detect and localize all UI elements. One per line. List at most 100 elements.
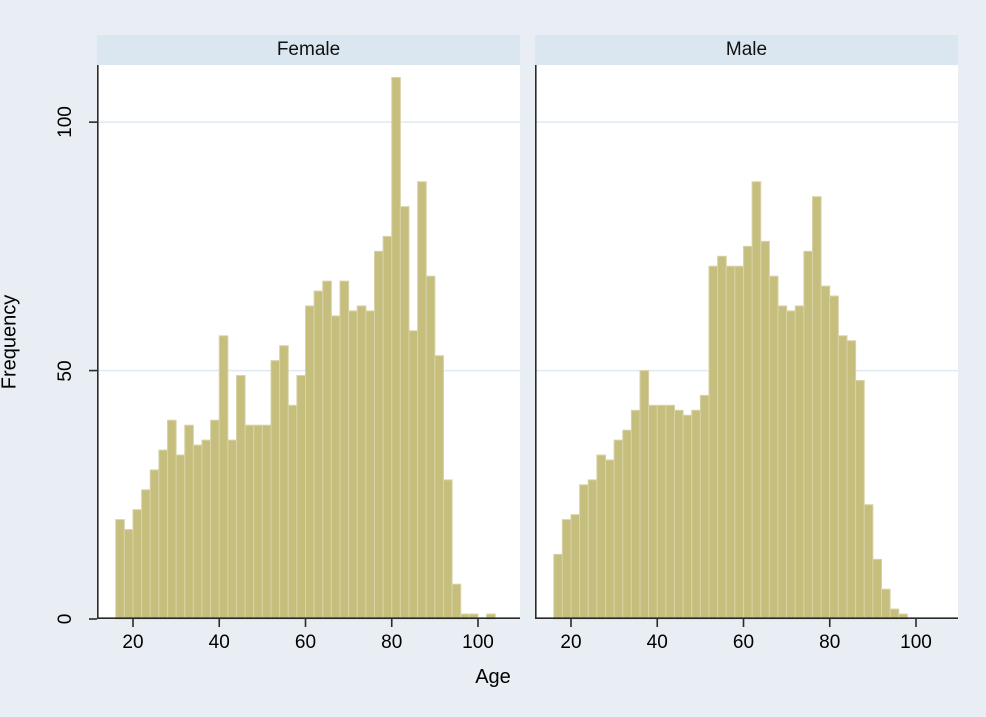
x-tick-label: 20 (122, 632, 144, 653)
plot-area-male: 20 40 60 80 100 (535, 65, 958, 653)
histogram-bar (812, 196, 822, 620)
histogram-bar (639, 370, 650, 620)
histogram-bar (777, 305, 788, 620)
x-tick-label: 40 (208, 632, 230, 653)
histogram-bar (244, 424, 255, 620)
histogram-bar (313, 290, 324, 620)
histogram-bar (837, 335, 848, 620)
histogram-bar (872, 558, 882, 620)
histogram-bar (443, 479, 453, 620)
histogram-bar (613, 439, 624, 620)
histogram-bar (863, 504, 874, 620)
histogram-bar (184, 424, 194, 620)
histogram-bar (391, 76, 401, 620)
histogram-bar (553, 553, 563, 620)
histogram-bar (141, 489, 151, 620)
histogram-bar (794, 305, 805, 620)
histogram-bar (699, 394, 710, 620)
histogram-female (89, 65, 520, 627)
histogram-bar (305, 305, 315, 620)
histogram-bar (561, 519, 572, 620)
histogram-bar (803, 250, 813, 620)
x-tick-label: 100 (462, 632, 494, 653)
histogram-bar (691, 409, 701, 620)
histogram-bar (596, 454, 606, 620)
histogram-bar (339, 280, 350, 620)
histogram-male (535, 65, 958, 627)
histogram-bar (760, 240, 770, 620)
histogram-bar (296, 375, 306, 620)
histogram-bar (570, 514, 581, 620)
y-tick-label: 100 (55, 106, 76, 138)
histogram-bar (786, 310, 796, 620)
histogram-bar (674, 409, 684, 620)
histogram-bar (158, 449, 168, 620)
histogram-bar (374, 250, 384, 620)
y-tick-label: 0 (55, 613, 76, 625)
histogram-bar (382, 235, 393, 620)
histogram-bar (210, 419, 220, 620)
x-tick-label: 100 (900, 632, 932, 653)
histogram-bar (253, 424, 263, 620)
histogram-bar (648, 404, 658, 620)
histogram-bar (115, 519, 125, 620)
histogram-bar (881, 588, 891, 620)
histogram-bar (356, 305, 367, 620)
histogram-bar (743, 245, 753, 620)
panel-male: Male 20 40 60 80 100 (535, 35, 958, 653)
histogram-bar (622, 429, 632, 620)
x-tick-label: 80 (819, 632, 841, 653)
histogram-bar (175, 454, 186, 620)
histogram-bar (330, 315, 341, 620)
histogram-bar (734, 265, 744, 620)
histogram-bar (725, 265, 736, 620)
histogram-bar (708, 265, 719, 620)
x-tick-label: 40 (646, 632, 668, 653)
histogram-bar (167, 419, 177, 620)
histogram-bar (348, 310, 358, 620)
histogram-bar (656, 404, 667, 620)
histogram-bar (829, 295, 839, 620)
histogram-bar (227, 439, 237, 620)
histogram-bar (630, 409, 641, 620)
histogram-bar (587, 479, 598, 620)
histogram-bar (408, 330, 419, 620)
histogram-bar (665, 404, 675, 620)
histogram-bar (751, 181, 762, 620)
histogram-bar (365, 310, 375, 620)
plot-area-female: 20 40 60 80 100 (89, 65, 520, 653)
x-tick-label: 60 (294, 632, 317, 653)
histogram-bar (425, 275, 436, 620)
histogram-bar (820, 285, 831, 620)
histogram-bar (846, 340, 857, 620)
histogram-bar (149, 469, 160, 620)
histogram-bar (768, 275, 779, 620)
histogram-bar (605, 459, 615, 620)
x-tick-label: 60 (732, 632, 755, 653)
histogram-bar (192, 444, 203, 620)
y-axis-title: Frequency (0, 294, 21, 390)
histogram-bar (399, 206, 410, 620)
histogram-bar (855, 380, 865, 620)
y-tick-label: 50 (55, 359, 76, 382)
histogram-bar (123, 529, 134, 620)
histogram-bar (201, 439, 212, 620)
histogram-bar (279, 345, 289, 620)
panel-title-male: Male (535, 35, 958, 65)
histogram-bar (287, 404, 298, 620)
histogram-bar (434, 355, 444, 620)
panel-title-female: Female (97, 35, 520, 65)
histogram-bar (579, 484, 589, 620)
histogram-bar (417, 181, 427, 620)
histogram-bar (682, 414, 693, 620)
x-tick-label: 80 (381, 632, 403, 653)
histogram-bar (270, 360, 281, 620)
x-axis-title: Age (475, 666, 511, 688)
panel-female: Female 20 40 60 80 100 (89, 35, 520, 653)
histogram-bar (322, 280, 332, 620)
x-tick-label: 20 (560, 632, 582, 653)
histogram-bar (451, 583, 462, 620)
histogram-bar (132, 509, 143, 620)
histogram-bar (236, 375, 246, 620)
